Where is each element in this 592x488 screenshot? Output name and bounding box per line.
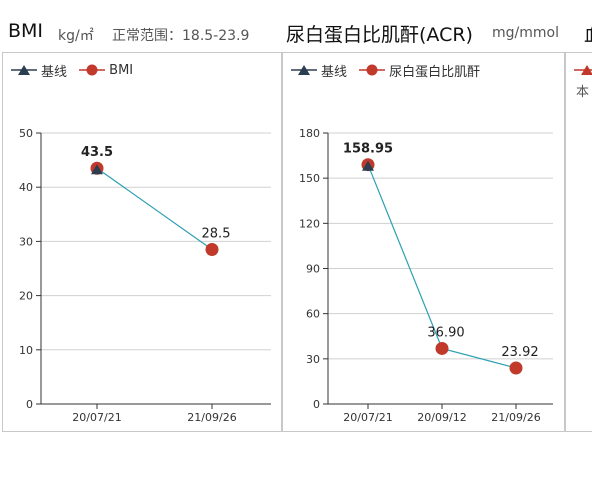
circle-icon (79, 64, 106, 76)
legend-item-baseline[interactable]: 基线 (11, 61, 68, 80)
header-bar: BMI kg/㎡ 正常范围：18.5-23.9 尿白蛋白比肌酐(ACR) mg/… (0, 0, 592, 52)
y-tick-label: 90 (306, 263, 320, 276)
data-label: 43.5 (81, 145, 113, 160)
data-label: 36.90 (427, 325, 464, 340)
bmi-normal-range: 正常范围：18.5-23.9 (112, 28, 250, 44)
legend-item-acr[interactable]: 尿白蛋白比肌酐 (359, 61, 481, 80)
legend-label-bmi: BMI (109, 62, 134, 78)
bmi-title: BMI (8, 20, 44, 42)
y-tick-label: 30 (19, 235, 33, 248)
acr-unit: mg/mmol (492, 25, 559, 41)
data-point (205, 243, 219, 257)
triangle-icon (11, 65, 37, 75)
triangle-icon (291, 65, 317, 75)
x-tick-label: 21/09/26 (491, 411, 540, 424)
y-tick-label: 150 (299, 172, 320, 185)
x-tick-label: 20/09/12 (417, 411, 466, 424)
y-tick-label: 10 (19, 344, 33, 357)
third-legend-partial (574, 61, 592, 80)
legend-label-baseline: 基线 (41, 64, 68, 80)
acr-line-chart: 0 30 60 90 120 150 180 20/07/21 20/09/12 21/09/26… (299, 127, 553, 424)
baseline-marker (91, 164, 103, 175)
legend-item-baseline[interactable]: 基线 (291, 61, 348, 80)
third-title-partial: 血 (584, 20, 592, 47)
data-point (435, 341, 449, 355)
third-chart-panel-partial: 本 (565, 52, 592, 432)
data-point (509, 361, 523, 375)
y-tick-label: 20 (19, 290, 33, 303)
data-label: 28.5 (202, 227, 231, 242)
bmi-chart-panel: 基线 BMI 0 10 20 30 40 50 20/07/21 21/09/26 43.5 28… (2, 52, 282, 432)
y-tick-label: 50 (19, 127, 33, 140)
series-line (96, 167, 213, 251)
bmi-unit: kg/㎡ (58, 28, 94, 44)
acr-legend: 基线 尿白蛋白比肌酐 (291, 61, 488, 80)
y-tick-label: 40 (19, 181, 33, 194)
bmi-line-chart: 0 10 20 30 40 50 20/07/21 21/09/26 43.5 28.5 (19, 127, 271, 424)
x-tick-label: 21/09/26 (187, 411, 236, 424)
baseline-marker (362, 160, 374, 171)
x-tick-label: 20/07/21 (72, 411, 121, 424)
y-tick-label: 30 (306, 353, 320, 366)
y-tick-label: 0 (313, 398, 320, 411)
circle-icon (359, 64, 386, 76)
y-tick-label: 180 (299, 127, 320, 140)
x-tick-label: 20/07/21 (343, 411, 392, 424)
legend-label-baseline: 基线 (321, 64, 348, 80)
y-tick-label: 0 (26, 398, 33, 411)
y-tick-label: 120 (299, 217, 320, 230)
y-tick-label: 60 (306, 308, 320, 321)
data-label: 23.92 (501, 345, 538, 360)
legend-label-acr: 尿白蛋白比肌酐 (389, 64, 481, 80)
acr-chart-panel: 基线 尿白蛋白比肌酐 0 30 60 90 120 150 180 20/07/21 20/09… (282, 52, 565, 432)
data-label: 158.95 (343, 142, 393, 157)
legend-item-bmi[interactable]: BMI (79, 61, 133, 79)
acr-title: 尿白蛋白比肌酐(ACR) (286, 24, 473, 46)
third-panel-text-partial: 本 (576, 85, 590, 100)
bmi-legend: 基线 BMI (11, 61, 141, 80)
triangle-icon (574, 65, 592, 75)
